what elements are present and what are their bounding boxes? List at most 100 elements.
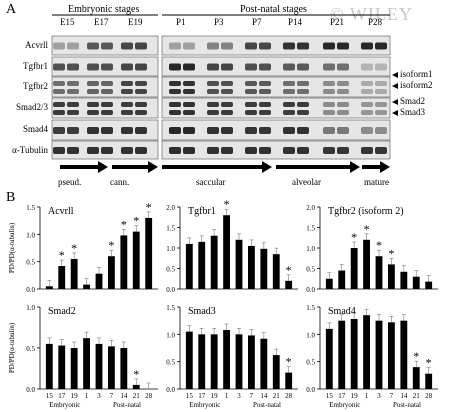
bar bbox=[412, 276, 420, 289]
x-tick-label: 15 bbox=[46, 392, 54, 400]
stage-canalicular: cann. bbox=[110, 177, 130, 187]
blot-strip bbox=[161, 140, 391, 160]
bar bbox=[375, 320, 383, 389]
bar bbox=[338, 320, 346, 389]
blot-band bbox=[121, 102, 133, 107]
bar bbox=[95, 343, 103, 389]
y-tick-label: 1.5 bbox=[166, 304, 175, 312]
bar bbox=[120, 348, 128, 389]
blot-band bbox=[361, 89, 373, 94]
blot-band bbox=[297, 127, 309, 134]
significance-star: * bbox=[59, 248, 65, 262]
stage-saccular: saccular bbox=[196, 177, 226, 187]
bar bbox=[223, 329, 230, 389]
y-tick-label: 1.5 bbox=[306, 304, 315, 312]
bar bbox=[210, 235, 218, 289]
blot-band bbox=[337, 102, 349, 107]
significance-star: * bbox=[388, 246, 394, 260]
timepoint-e17: E17 bbox=[94, 17, 109, 27]
blot-band bbox=[207, 63, 219, 71]
blot-band bbox=[207, 127, 219, 134]
y-tick-label: 0.0 bbox=[166, 286, 175, 294]
blot-band bbox=[121, 42, 133, 50]
blot-strip bbox=[161, 56, 391, 77]
blot-band bbox=[337, 127, 349, 134]
bar bbox=[425, 373, 433, 389]
y-tick-label: 1.0 bbox=[166, 331, 175, 339]
blot-band bbox=[53, 42, 65, 50]
significance-star: * bbox=[121, 217, 127, 231]
blot-band bbox=[361, 81, 373, 86]
blot-band bbox=[221, 127, 233, 134]
blot-band bbox=[53, 110, 65, 115]
blot-band bbox=[87, 42, 99, 50]
blot-band bbox=[259, 147, 271, 154]
blot-band bbox=[259, 127, 271, 134]
blot-band bbox=[207, 102, 219, 107]
blot-band bbox=[101, 147, 113, 154]
blot-band bbox=[259, 63, 271, 71]
timepoint-e15: E15 bbox=[60, 17, 75, 27]
significance-star: * bbox=[71, 241, 77, 255]
postnatal-stages-header: Post-natal stages bbox=[240, 4, 307, 15]
band-label-smad3: Smad3 bbox=[400, 107, 426, 117]
y-tick-label: 1.5 bbox=[166, 225, 175, 233]
blot-band bbox=[135, 63, 147, 71]
blot-label-smad4: Smad4 bbox=[22, 124, 48, 134]
blot-band bbox=[183, 63, 195, 71]
blot-band bbox=[183, 110, 195, 115]
blot-band bbox=[221, 110, 233, 115]
blot-band bbox=[337, 110, 349, 115]
x-tick-label: 28 bbox=[285, 392, 293, 400]
bar bbox=[375, 256, 383, 289]
x-tick-label: 19 bbox=[351, 392, 359, 400]
blot-band bbox=[283, 102, 295, 107]
x-tick-label: 3 bbox=[97, 392, 101, 400]
blot-band bbox=[297, 102, 309, 107]
blot-band bbox=[67, 89, 79, 94]
significance-star: * bbox=[286, 263, 292, 277]
blot-band bbox=[101, 89, 113, 94]
blot-band bbox=[67, 63, 79, 71]
x-tick-label: 1 bbox=[85, 392, 89, 400]
bar bbox=[412, 367, 420, 389]
y-tick-label: 1.5 bbox=[26, 204, 35, 212]
group-label-postnatal: Post-natal bbox=[113, 401, 141, 409]
timepoint-p3: P3 bbox=[214, 17, 224, 27]
group-label-embryonic: Embryonic bbox=[49, 401, 80, 409]
y-tick-label: 0.5 bbox=[306, 266, 315, 274]
blot-band bbox=[361, 63, 373, 71]
blot-band bbox=[183, 81, 195, 86]
bar bbox=[45, 343, 53, 389]
blot-band bbox=[297, 63, 309, 71]
y-tick-label: 2.0 bbox=[306, 204, 315, 212]
blot-band bbox=[101, 110, 113, 115]
blot-band bbox=[87, 81, 99, 86]
blot-band bbox=[361, 110, 373, 115]
timepoint-p28: P28 bbox=[368, 17, 383, 27]
bar bbox=[363, 315, 370, 389]
bar bbox=[185, 243, 193, 289]
x-tick-label: 14 bbox=[400, 392, 408, 400]
y-tick-label: 0.0 bbox=[306, 286, 315, 294]
blot-band bbox=[101, 127, 113, 134]
y-tick-label: 1.0 bbox=[166, 245, 175, 253]
x-tick-label: 14 bbox=[260, 392, 268, 400]
panel-a-letter: A bbox=[6, 2, 17, 17]
y-tick-label: 1.5 bbox=[306, 225, 315, 233]
x-tick-label: 28 bbox=[145, 392, 153, 400]
y-tick-label: 0.5 bbox=[26, 259, 35, 267]
y-tick-label: 0.0 bbox=[26, 386, 35, 394]
blot-band bbox=[245, 89, 257, 94]
x-tick-label: 17 bbox=[338, 392, 346, 400]
blot-band bbox=[245, 102, 257, 107]
blot-band bbox=[245, 81, 257, 86]
panel-b-letter: B bbox=[6, 190, 16, 205]
blot-band bbox=[135, 81, 147, 86]
blot-band bbox=[87, 127, 99, 134]
bar bbox=[83, 284, 90, 289]
significance-star: * bbox=[146, 200, 152, 214]
blot-band bbox=[183, 147, 195, 154]
x-tick-label: 21 bbox=[273, 392, 281, 400]
x-tick-label: 15 bbox=[326, 392, 334, 400]
